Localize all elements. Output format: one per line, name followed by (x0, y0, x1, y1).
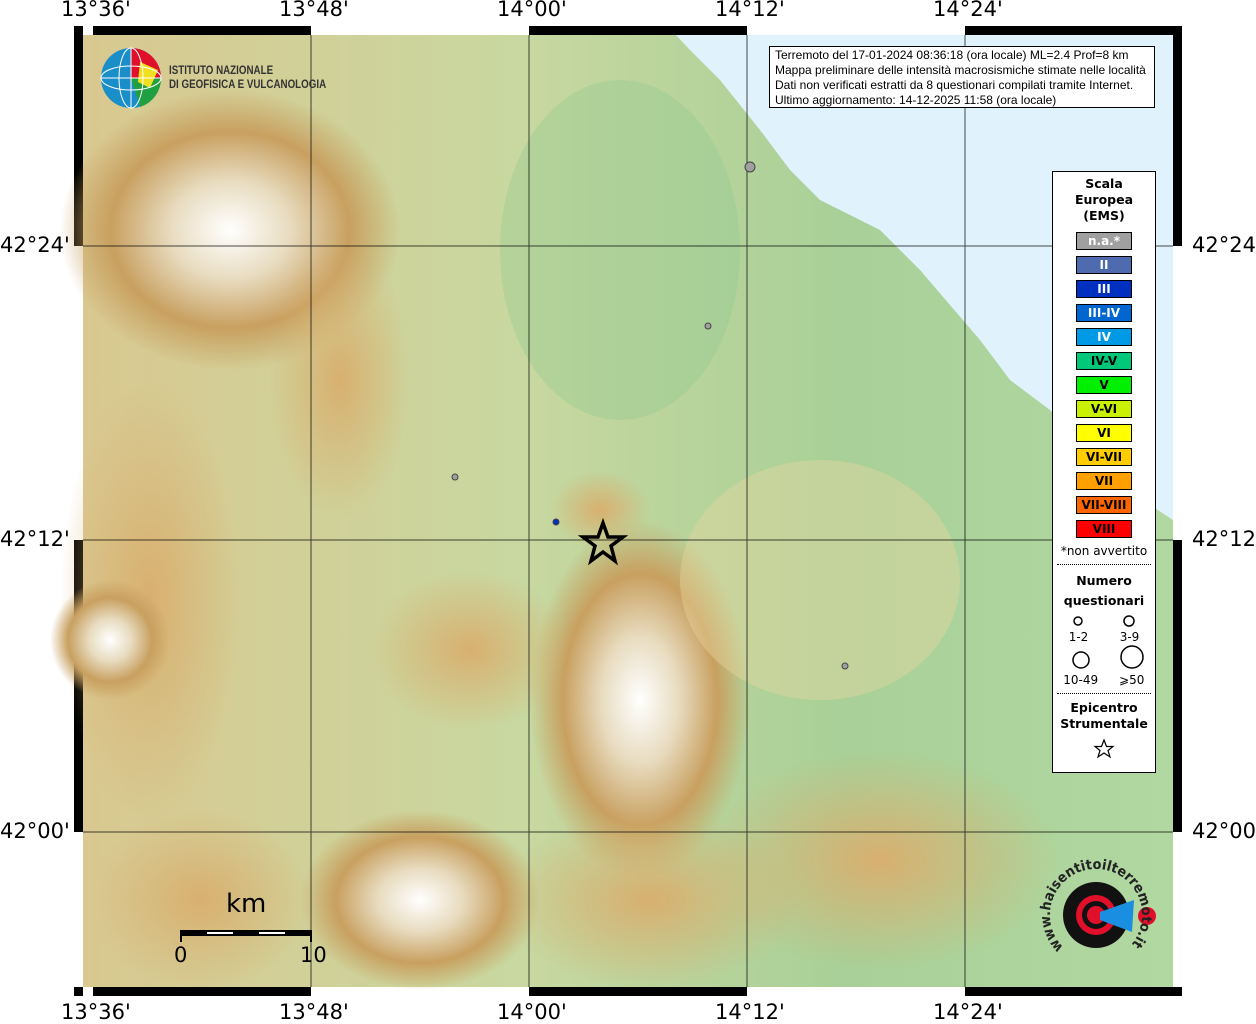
info-line: Dati non verificati estratti da 8 questi… (775, 78, 1134, 92)
intensity-point[interactable] (451, 473, 459, 481)
info-line: Mappa preliminare delle intensità macros… (775, 63, 1146, 77)
legend-swatch-iv-v: IV-V (1076, 352, 1132, 370)
scale-unit: km (226, 889, 267, 919)
epicenter-star-icon[interactable] (577, 517, 629, 566)
intensity-point[interactable] (704, 322, 712, 330)
intensity-point[interactable] (841, 662, 849, 670)
event-title: Terremoto del 17-01-2024 08:36:18 (ora l… (775, 48, 1129, 62)
legend-swatch-viii: VIII (1076, 520, 1132, 538)
frame-ticks (74, 26, 1182, 996)
legend-swatch-iv: IV (1076, 328, 1132, 346)
legend-swatch-iii: III (1076, 280, 1132, 298)
count-item: 10-49 (1063, 650, 1098, 687)
ingv-logo-icon (100, 47, 162, 109)
lon-label-top: 14°12' (715, 0, 785, 21)
count-item: ⩾50 (1119, 644, 1145, 687)
intensity-point[interactable] (744, 161, 756, 173)
logo-line: DI GEOFISICA E VULCANOLOGIA (169, 79, 327, 91)
last-update: Ultimo aggiornamento: 14-12-2025 11:58 (… (775, 93, 1057, 107)
divider (1057, 693, 1151, 694)
legend-swatch-vii: VII (1076, 472, 1132, 490)
scale-bar (180, 930, 312, 942)
legend-note: *non avvertito (1060, 544, 1148, 558)
sea (676, 35, 1173, 520)
divider (1057, 564, 1151, 565)
lon-label-bottom: 14°12' (715, 1000, 785, 1024)
star-icon (1093, 738, 1115, 759)
scale-min: 0 (174, 943, 188, 967)
legend-swatch-iii-iv: III-IV (1076, 304, 1132, 322)
count-label: 10-49 (1063, 673, 1099, 687)
lon-label-top: 14°00' (497, 0, 567, 21)
graticule (83, 35, 1173, 987)
legend: Scala Europea (EMS) n.a.* II III III-IV IV IV… (1052, 171, 1156, 773)
lat-label-left: 42°12' (0, 527, 70, 551)
legend-swatch-vii-viii: VII-VIII (1076, 496, 1132, 514)
count-title: questionari (1063, 593, 1145, 608)
legend-title: Scala (1085, 176, 1123, 191)
lon-label-bottom: 13°36' (61, 1000, 131, 1024)
lon-label-top: 13°48' (279, 0, 349, 21)
lat-label-right: 42°24' (1192, 233, 1256, 257)
lat-label-right: 42°00' (1192, 819, 1256, 843)
count-title: Numero (1076, 573, 1132, 588)
legend-swatch-vi: VI (1076, 424, 1132, 442)
intensity-point[interactable] (552, 518, 560, 526)
epicenter-title: Strumentale (1060, 716, 1148, 731)
epicenter-title: Epicentro (1070, 700, 1138, 715)
count-item: 3-9 (1119, 615, 1140, 644)
lat-label-left: 42°24' (0, 233, 70, 257)
legend-title: Europea (1074, 192, 1134, 207)
event-info-box: Terremoto del 17-01-2024 08:36:18 (ora l… (769, 46, 1155, 108)
legend-title: (EMS) (1083, 208, 1125, 223)
logo-line: ISTITUTO NAZIONALE (169, 65, 274, 77)
count-item: 1-2 (1068, 615, 1089, 644)
legend-swatch-v-vi: V-VI (1076, 400, 1132, 418)
haisentito-logo-icon (1063, 882, 1156, 948)
ingv-logo-text: ISTITUTO NAZIONALE DI GEOFISICA E VULCAN… (169, 64, 326, 92)
legend-swatch-ii: II (1076, 256, 1132, 274)
lon-label-bottom: 13°48' (279, 1000, 349, 1024)
lon-label-bottom: 14°24' (933, 1000, 1003, 1024)
lat-label-left: 42°00' (0, 819, 70, 843)
lon-label-top: 14°24' (933, 0, 1003, 21)
lon-label-top: 13°36' (61, 0, 131, 21)
count-label: 1-2 (1068, 630, 1089, 644)
legend-swatch-v: V (1076, 376, 1132, 394)
count-label: ⩾50 (1119, 673, 1145, 687)
legend-swatch-n-a-: n.a.* (1076, 232, 1132, 250)
lon-label-bottom: 14°00' (497, 1000, 567, 1024)
terrain-relief (50, 80, 1060, 990)
legend-swatch-vi-vii: VI-VII (1076, 448, 1132, 466)
scale-max: 10 (300, 943, 327, 967)
count-label: 3-9 (1119, 630, 1140, 644)
lat-label-right: 42°12' (1192, 527, 1256, 551)
